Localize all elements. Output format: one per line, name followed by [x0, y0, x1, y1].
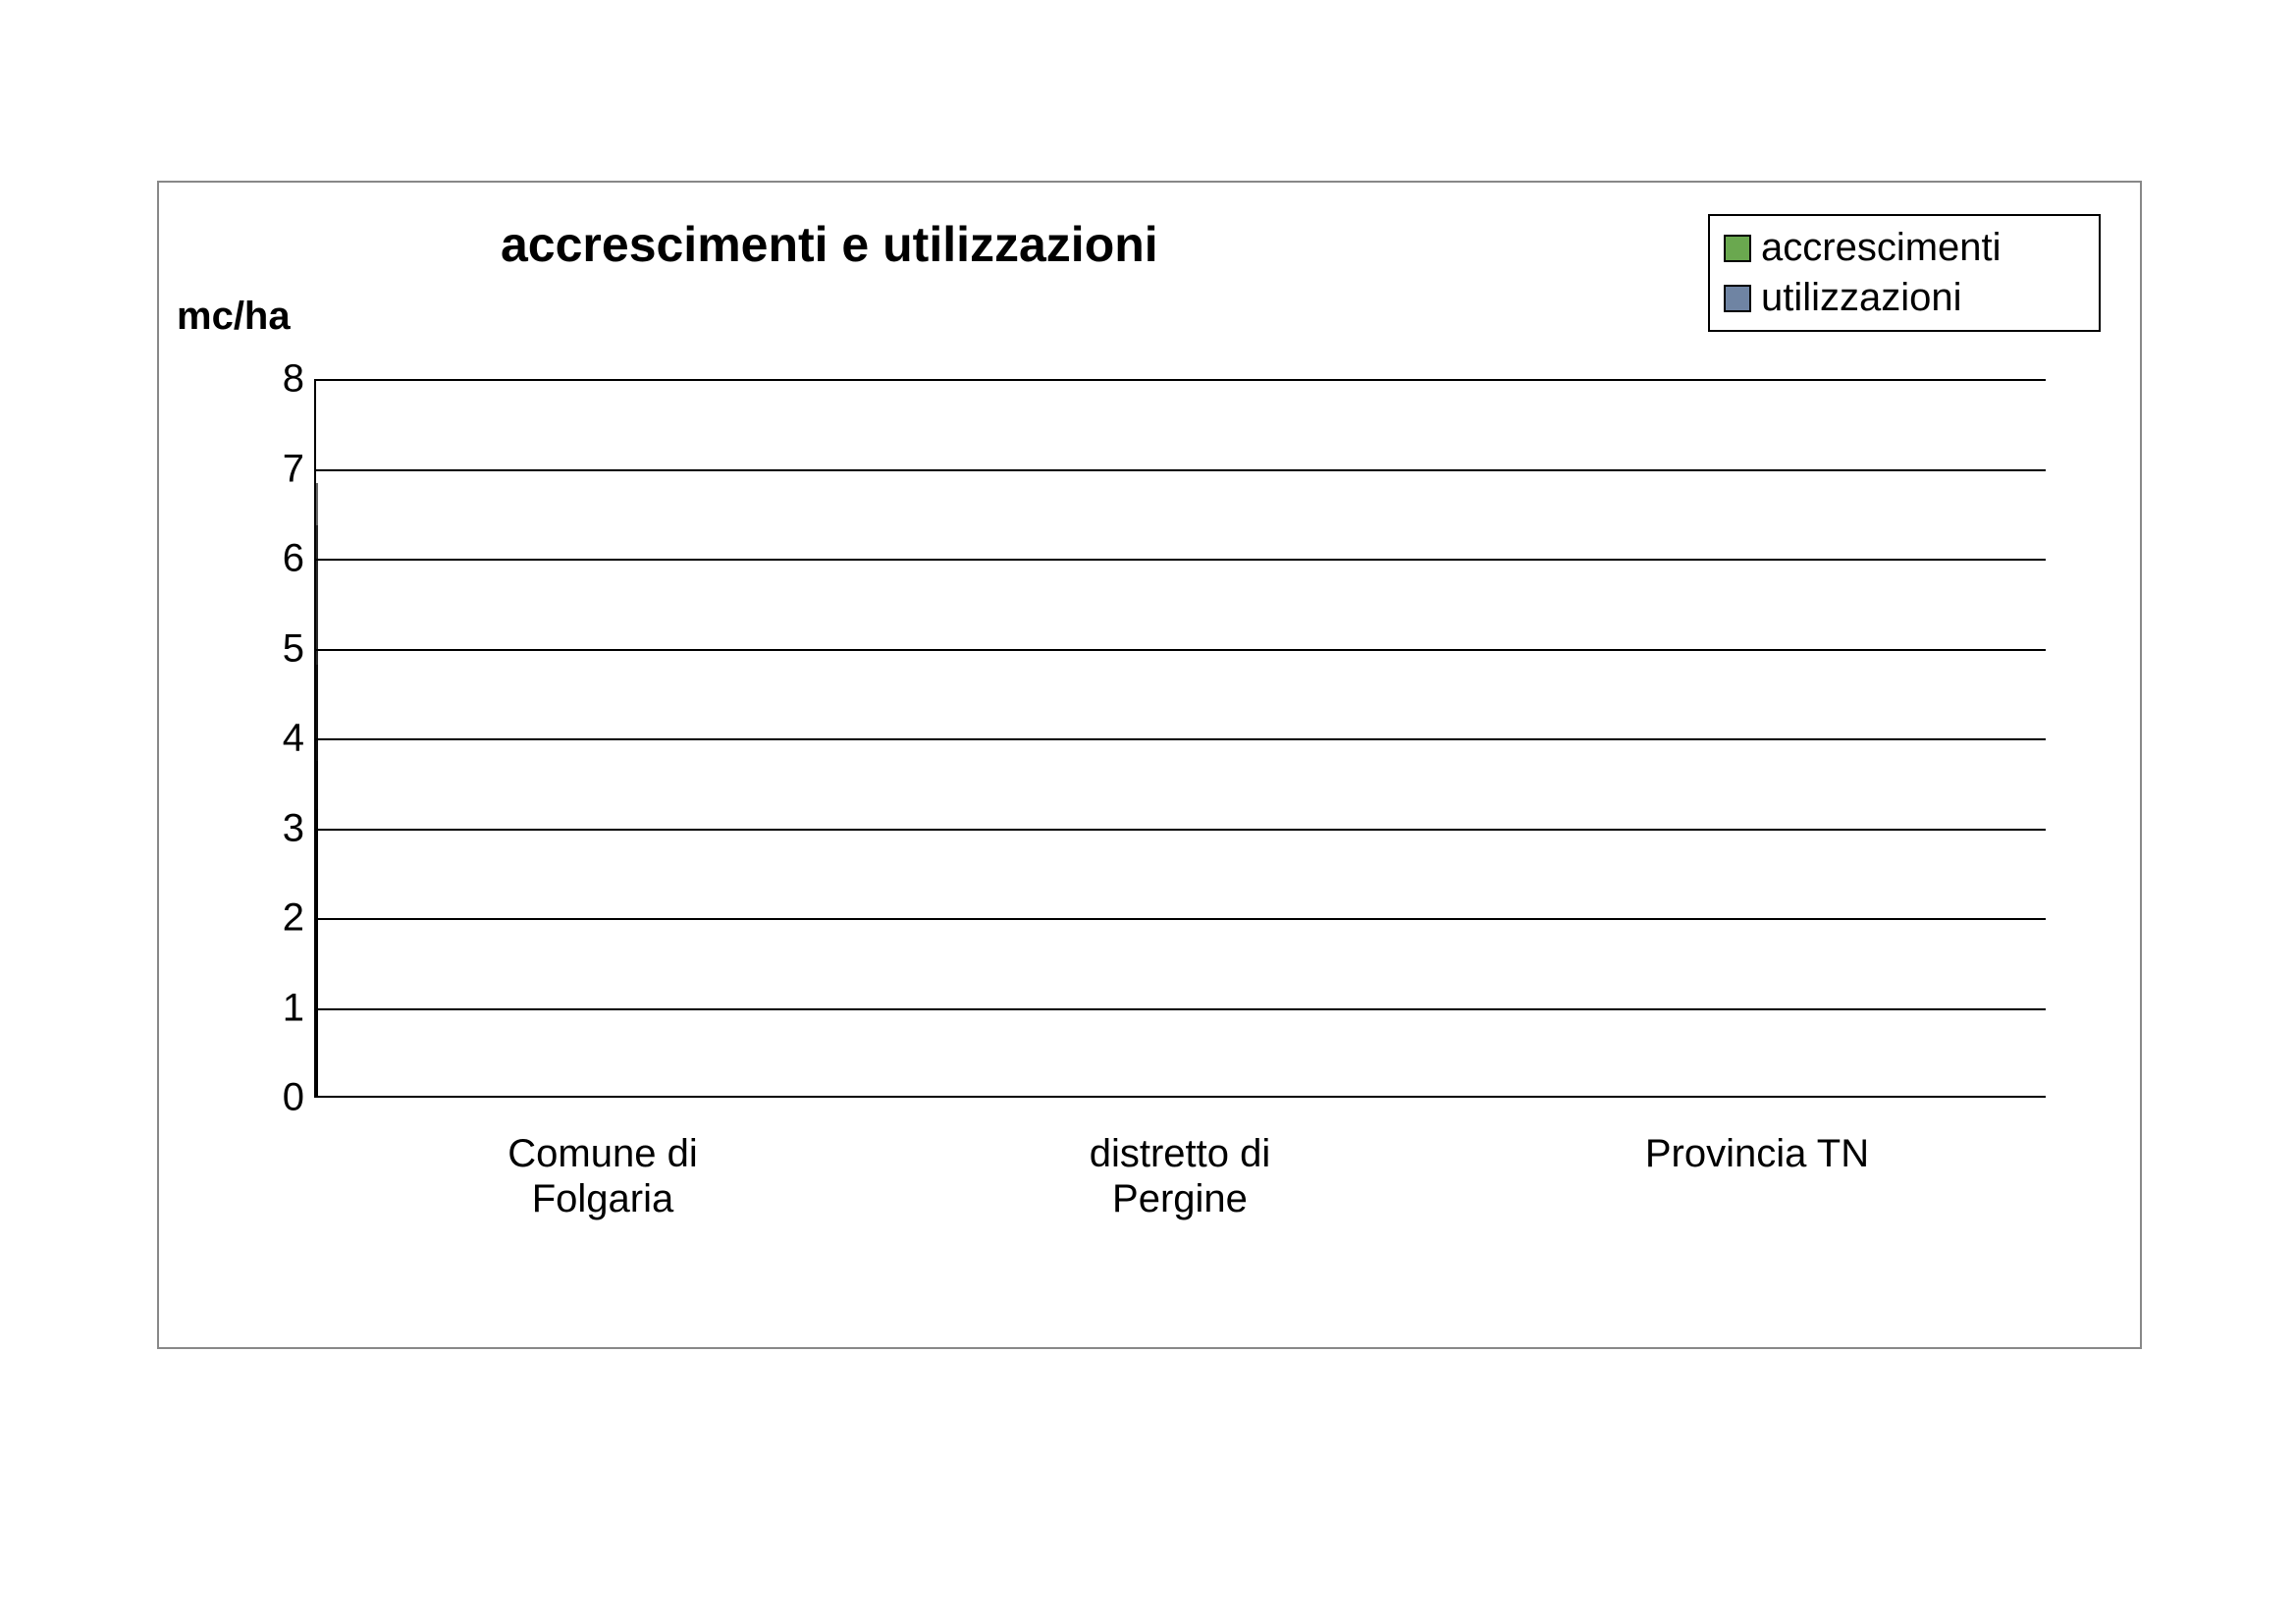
legend-label: utilizzazioni [1761, 276, 1962, 320]
legend-label: accrescimenti [1761, 226, 2002, 270]
gridline [316, 1008, 2046, 1010]
legend-item: accrescimenti [1724, 226, 2085, 270]
legend-swatch [1724, 235, 1751, 262]
x-tick-label: distretto diPergine [906, 1131, 1455, 1221]
plot-area [314, 379, 2046, 1098]
legend-swatch [1724, 285, 1751, 312]
y-tick-label: 5 [255, 626, 304, 671]
bar-front [316, 862, 318, 1096]
y-tick-label: 3 [255, 806, 304, 850]
x-tick-label: Comune diFolgaria [329, 1131, 878, 1221]
legend-item: utilizzazioni [1724, 276, 2085, 320]
gridline [316, 918, 2046, 920]
chart-legend: accrescimenti utilizzazioni [1708, 214, 2101, 332]
chart-title: accrescimenti e utilizzazioni [501, 216, 1158, 273]
gridline [316, 829, 2046, 831]
y-tick-label: 1 [255, 986, 304, 1030]
gridline [316, 738, 2046, 740]
y-tick-label: 6 [255, 537, 304, 581]
y-axis-label: mc/ha [177, 295, 291, 339]
y-tick-label: 0 [255, 1076, 304, 1120]
y-tick-label: 4 [255, 717, 304, 761]
x-tick-label: Provincia TN [1483, 1131, 2032, 1176]
y-tick-label: 8 [255, 357, 304, 402]
y-tick-label: 7 [255, 447, 304, 491]
y-tick-label: 2 [255, 896, 304, 941]
gridline [316, 559, 2046, 561]
gridline [316, 379, 2046, 381]
gridline [316, 469, 2046, 471]
gridline [316, 649, 2046, 651]
